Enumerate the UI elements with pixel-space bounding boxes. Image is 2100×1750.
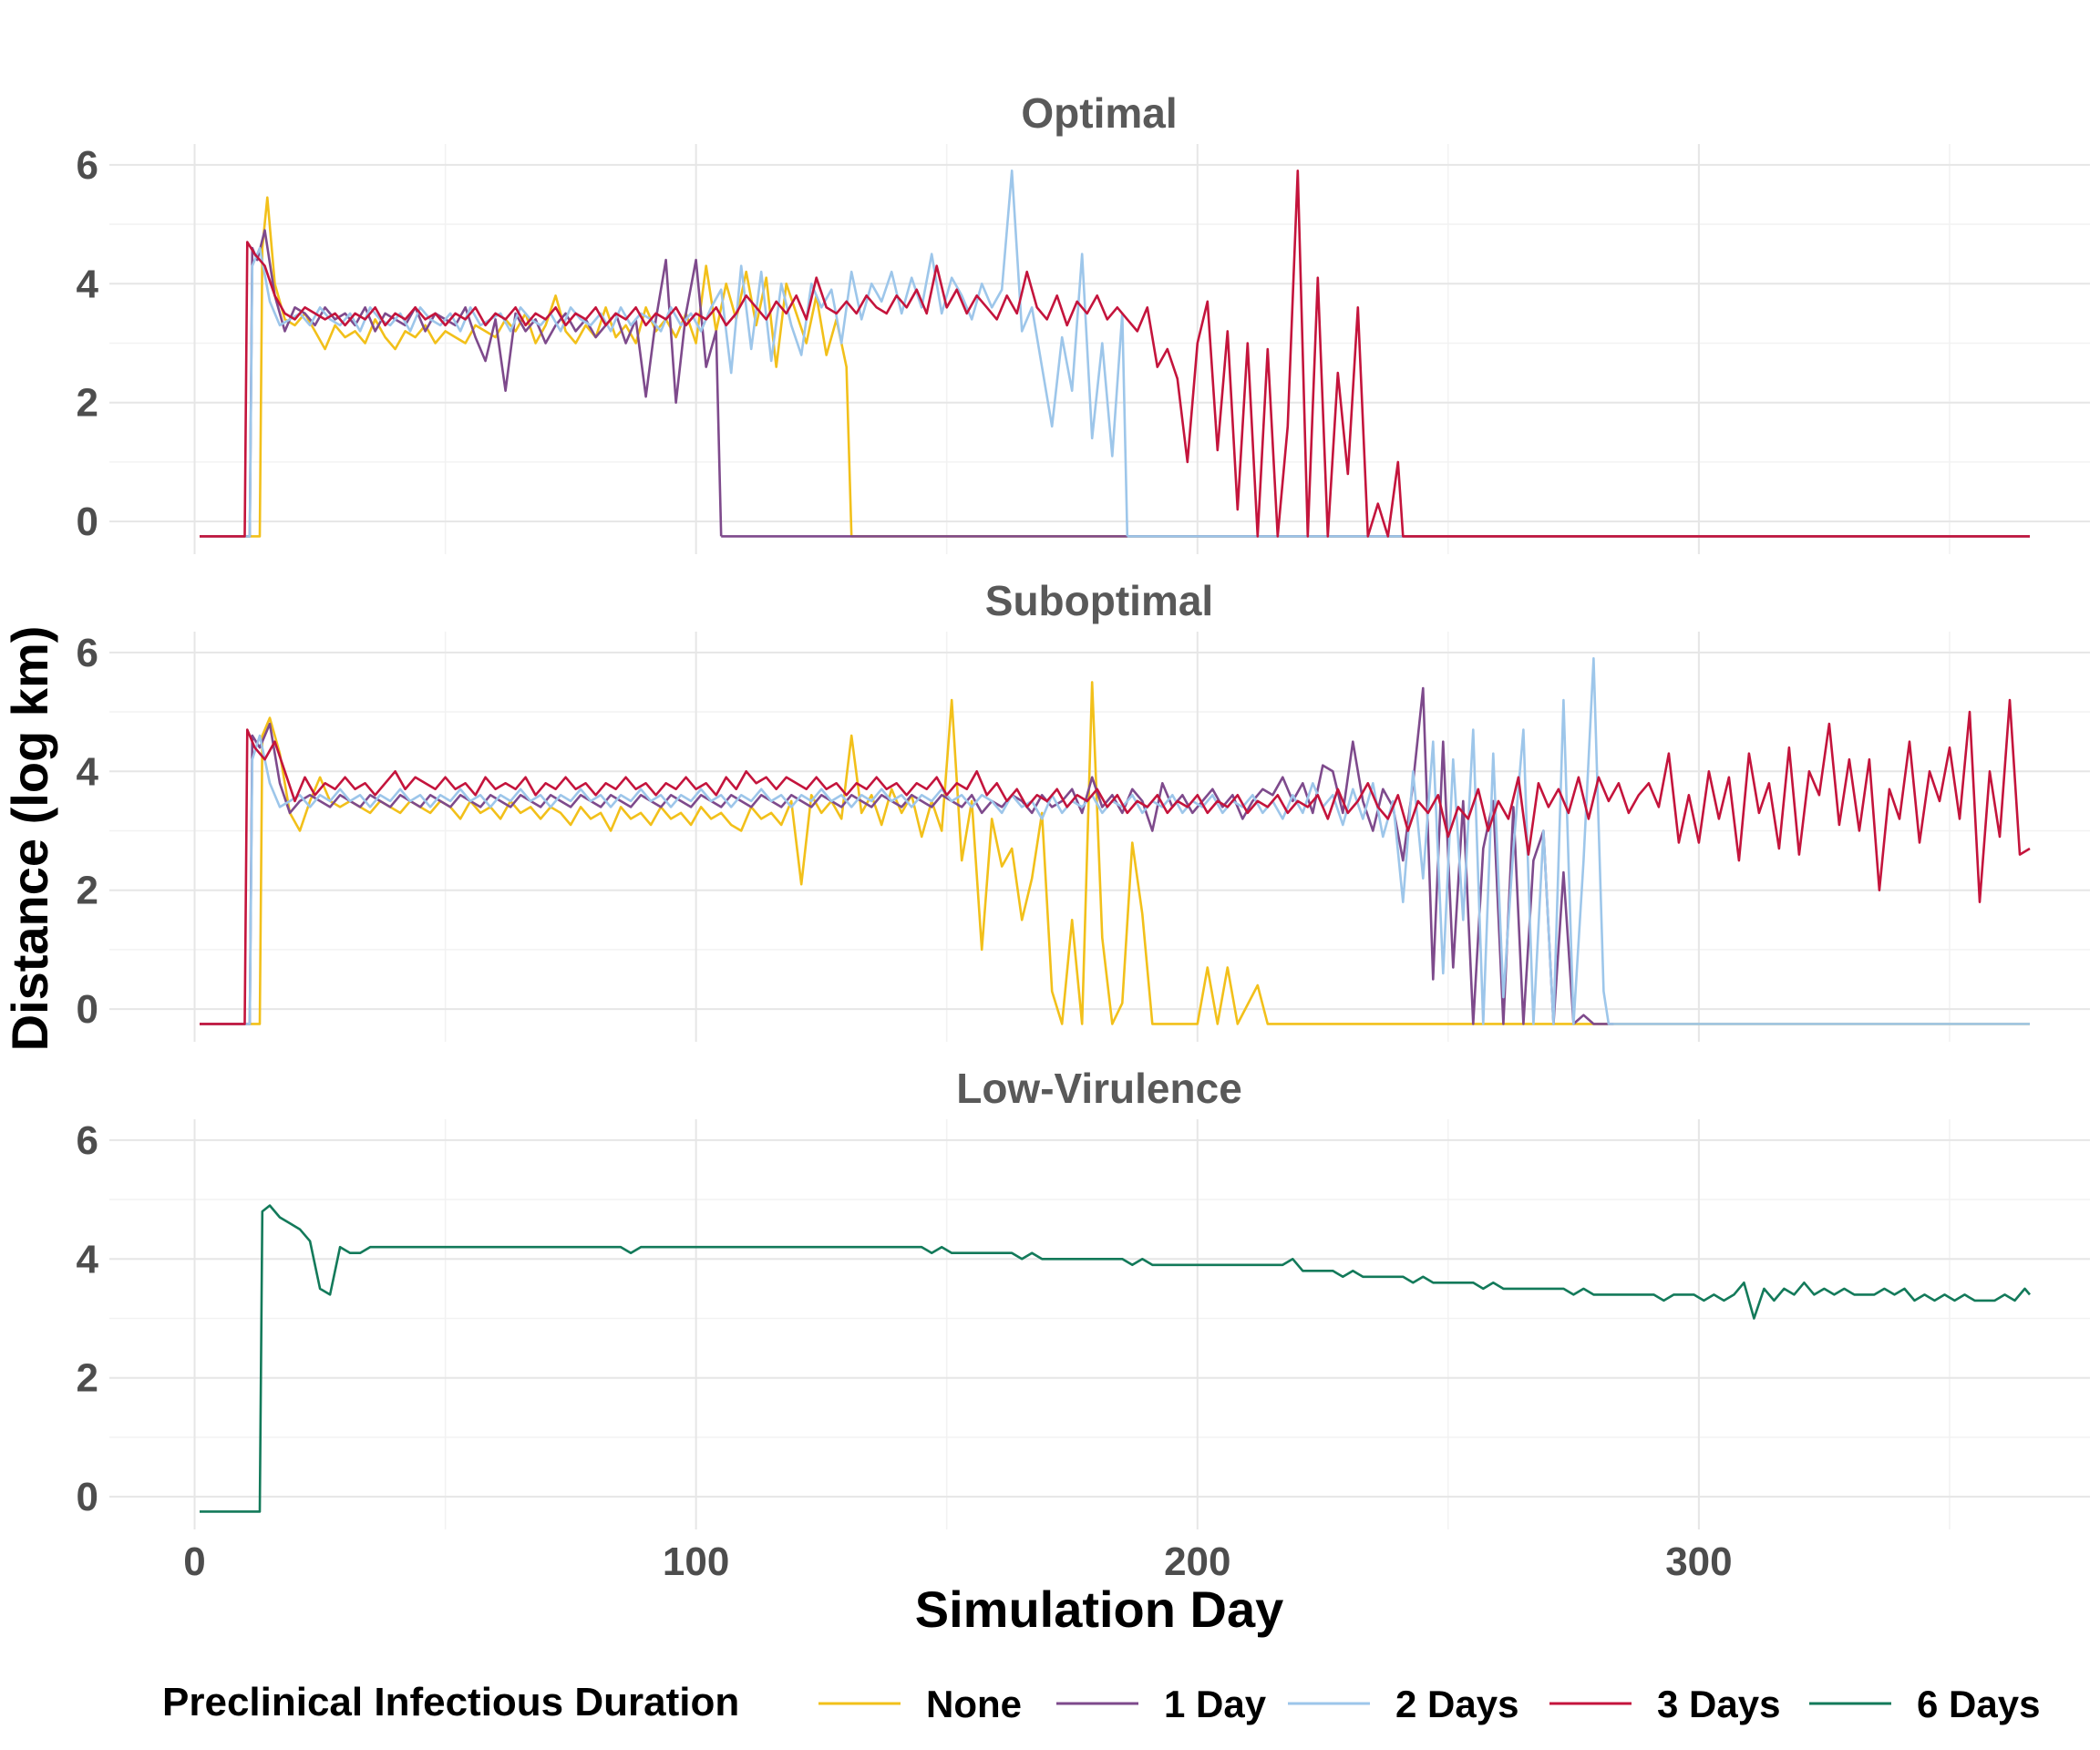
y-tick-label: 6 [77, 1118, 98, 1163]
series-line-d6 [200, 1204, 2031, 1513]
x-tick-label: 100 [663, 1539, 729, 1584]
y-tick-label: 2 [77, 1356, 98, 1401]
y-tick-label: 2 [77, 869, 98, 913]
y-tick-label: 4 [77, 262, 99, 306]
series-line-d3 [200, 170, 2030, 538]
y-tick-label: 0 [77, 987, 98, 1032]
x-axis-title: Simulation Day [915, 1580, 1284, 1638]
series-line-d3 [200, 698, 2031, 1025]
legend-item-d1: 1 Day [1056, 1683, 1267, 1725]
series-line-d2 [200, 657, 2030, 1025]
panels-layer: 0 2 4 6 Optimal 0 2 4 6 Suboptimal 0 2 4 6 Low-Virulen… [77, 89, 2090, 1529]
legend-title: Preclinical Infectious Duration [162, 1680, 739, 1724]
y-tick-label: 0 [77, 499, 98, 544]
series-line-d1 [200, 229, 723, 538]
series-line-none [200, 681, 2030, 1025]
y-axis-title: Distance (log km) [1, 626, 58, 1052]
legend-item-d3: 3 Days [1549, 1683, 1780, 1725]
axis-layer: Simulation Day Distance (log km) 0 100 200… [1, 626, 1733, 1638]
series-line-d2 [200, 170, 1129, 538]
y-tick-label: 4 [77, 1237, 99, 1282]
legend-label-d2: 2 Days [1395, 1683, 1518, 1725]
legend-item-d2: 2 Days [1288, 1683, 1518, 1725]
panel-1: 0 2 4 6 Suboptimal [77, 577, 2090, 1042]
x-tick-label: 200 [1164, 1539, 1230, 1584]
panel-title: Suboptimal [985, 577, 1213, 624]
panel-0: 0 2 4 6 Optimal [77, 89, 2090, 554]
y-tick-label: 0 [77, 1475, 98, 1519]
y-tick-label: 2 [77, 381, 98, 426]
legend-item-none: None [818, 1683, 1022, 1725]
y-tick-label: 4 [77, 749, 99, 794]
series-line-d1 [200, 686, 1614, 1025]
x-tick-label: 300 [1665, 1539, 1732, 1584]
series-line-none [200, 196, 853, 538]
legend-label-none: None [926, 1683, 1022, 1725]
panel-title: Low-Virulence [956, 1065, 1242, 1112]
legend-label-d3: 3 Days [1657, 1683, 1780, 1725]
legend: Preclinical Infectious Duration None 1 Da… [162, 1680, 2040, 1725]
legend-label-d6: 6 Days [1917, 1683, 2040, 1725]
x-tick-label: 0 [183, 1539, 205, 1584]
y-tick-label: 6 [77, 631, 98, 675]
panel-title: Optimal [1021, 89, 1177, 137]
legend-label-d1: 1 Day [1164, 1683, 1267, 1725]
panel-2: 0 2 4 6 Low-Virulence [77, 1065, 2090, 1529]
legend-item-d6: 6 Days [1809, 1683, 2040, 1725]
y-tick-label: 6 [77, 143, 98, 188]
